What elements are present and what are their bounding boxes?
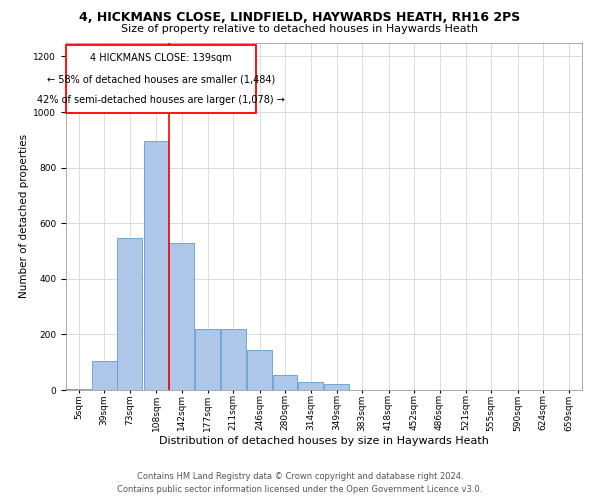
Bar — [66, 388, 91, 390]
Bar — [118, 238, 142, 390]
Bar — [92, 361, 116, 390]
Bar — [196, 329, 220, 390]
X-axis label: Distribution of detached houses by size in Haywards Heath: Distribution of detached houses by size … — [159, 436, 489, 446]
Bar — [272, 374, 298, 390]
Text: 4 HICKMANS CLOSE: 139sqm: 4 HICKMANS CLOSE: 139sqm — [90, 52, 232, 62]
Text: 42% of semi-detached houses are larger (1,078) →: 42% of semi-detached houses are larger (… — [37, 95, 285, 105]
Bar — [169, 242, 194, 390]
Y-axis label: Number of detached properties: Number of detached properties — [19, 134, 29, 298]
Bar — [221, 329, 246, 390]
Text: Contains HM Land Registry data © Crown copyright and database right 2024.
Contai: Contains HM Land Registry data © Crown c… — [118, 472, 482, 494]
Bar — [143, 141, 169, 390]
Bar — [298, 382, 323, 390]
FancyBboxPatch shape — [67, 46, 256, 114]
Text: ← 58% of detached houses are smaller (1,484): ← 58% of detached houses are smaller (1,… — [47, 74, 275, 85]
Text: Size of property relative to detached houses in Haywards Heath: Size of property relative to detached ho… — [121, 24, 479, 34]
Bar — [324, 384, 349, 390]
Bar — [247, 350, 272, 390]
Text: 4, HICKMANS CLOSE, LINDFIELD, HAYWARDS HEATH, RH16 2PS: 4, HICKMANS CLOSE, LINDFIELD, HAYWARDS H… — [79, 11, 521, 24]
